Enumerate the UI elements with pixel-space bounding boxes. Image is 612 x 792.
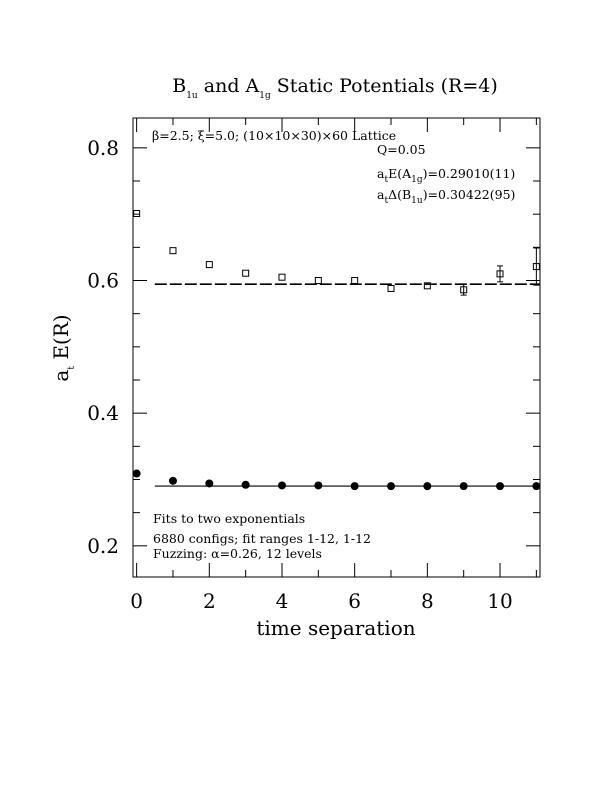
a1g-point bbox=[532, 482, 541, 491]
fuzzing-annotation: Fuzzing: α=0.26, 12 levels bbox=[153, 546, 322, 561]
plot-frame bbox=[132, 117, 541, 578]
b1u-point bbox=[205, 261, 213, 269]
y-tick-label: 0.6 bbox=[87, 269, 119, 293]
b1u-point bbox=[133, 210, 141, 218]
b1u-point bbox=[242, 269, 250, 277]
y-tick-label: 0.4 bbox=[87, 401, 119, 425]
lattice-annotation: β=2.5; ξ=5.0; (10×10×30)×60 Lattice bbox=[152, 128, 396, 143]
b1u-point bbox=[496, 270, 504, 278]
b1u-point bbox=[351, 277, 359, 285]
fits-annotation: Fits to two exponentials bbox=[153, 511, 305, 526]
a1g-point bbox=[205, 479, 214, 488]
a1g-point bbox=[496, 482, 505, 491]
x-tick-label: 10 bbox=[487, 589, 512, 613]
b1u-point bbox=[532, 263, 540, 271]
y-tick-label: 0.2 bbox=[87, 534, 119, 558]
a1g-point bbox=[168, 476, 177, 485]
b1u-point bbox=[278, 273, 286, 281]
y-tick-label: 0.8 bbox=[87, 136, 119, 160]
configs-annotation: 6880 configs; fit ranges 1-12, 1-12 bbox=[153, 531, 371, 546]
a1g-point bbox=[350, 482, 359, 491]
data-series bbox=[132, 210, 541, 491]
x-axis-label: time separation bbox=[256, 616, 415, 640]
x-tick-label: 2 bbox=[203, 589, 216, 613]
a1g-point bbox=[459, 482, 468, 491]
a1g-point bbox=[241, 480, 250, 489]
axis-ticks bbox=[133, 118, 540, 577]
b1u-point bbox=[460, 286, 468, 294]
b1u-point bbox=[387, 284, 395, 292]
axis-tick-labels: 0 2 4 6 8 10 0.2 0.4 0.6 0.8 bbox=[87, 136, 513, 613]
q-annotation: Q=0.05 bbox=[377, 142, 426, 157]
a1g-point bbox=[132, 469, 141, 478]
a1g-point bbox=[277, 481, 286, 490]
x-tick-label: 8 bbox=[421, 589, 434, 613]
x-tick-label: 4 bbox=[276, 589, 289, 613]
b1u-point bbox=[423, 282, 431, 290]
b1u-point bbox=[169, 247, 177, 255]
x-tick-label: 0 bbox=[130, 589, 143, 613]
b1u-point bbox=[314, 277, 322, 285]
fit-lines bbox=[154, 283, 540, 487]
a1g-point bbox=[387, 482, 396, 491]
b1u-gap-annotation: atΔ(B1u)=0.30422(95) bbox=[377, 187, 515, 206]
chart-title: B1u and A1g Static Potentials (R=4) bbox=[172, 75, 498, 101]
a1g-point bbox=[314, 481, 323, 490]
y-axis-label: at E(R) bbox=[49, 314, 77, 381]
a1g-point bbox=[423, 482, 432, 491]
x-tick-label: 6 bbox=[348, 589, 361, 613]
a1g-energy-annotation: atE(A1g)=0.29010(11) bbox=[377, 166, 515, 185]
